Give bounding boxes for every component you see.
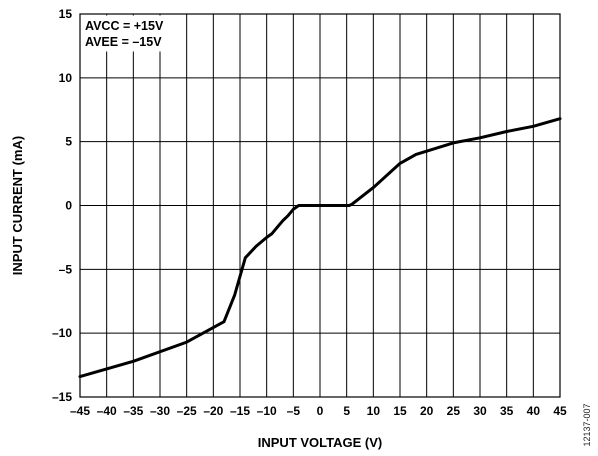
x-tick-label: –15 <box>230 404 250 418</box>
x-tick-label: 5 <box>343 404 350 418</box>
y-axis-label: INPUT CURRENT (mA) <box>10 136 25 275</box>
x-tick-labels: –45 –40 –35 –30 –25 –20 –15 –10 –5 0 5 10 15 20 25 30 35… <box>70 404 567 418</box>
plot-area-frame <box>79 13 561 398</box>
x-tick-label: –45 <box>70 404 90 418</box>
x-tick-label: 40 <box>527 404 541 418</box>
x-axis-label: INPUT VOLTAGE (V) <box>258 435 382 450</box>
x-tick-label: 0 <box>317 404 324 418</box>
x-tick-label: –25 <box>177 404 197 418</box>
series-line-input-current <box>78 117 562 379</box>
y-gridlines <box>80 13 560 398</box>
x-tick-label: 10 <box>367 404 381 418</box>
x-tick-label: –5 <box>287 404 301 418</box>
x-tick-label: 20 <box>420 404 434 418</box>
x-tick-label: 30 <box>473 404 487 418</box>
x-tick-label: –40 <box>97 404 117 418</box>
y-tick-label: –15 <box>52 390 72 404</box>
y-tick-label: 15 <box>59 7 73 21</box>
annotation-box: AVCC = +15V AVEE = –15V <box>81 15 182 52</box>
y-tick-label: 5 <box>65 135 72 149</box>
annotation-background <box>81 15 182 52</box>
x-tick-label: 45 <box>553 404 567 418</box>
annotation-avee: AVEE = –15V <box>85 35 162 49</box>
x-tick-label: –30 <box>150 404 170 418</box>
y-tick-label: 10 <box>59 71 73 85</box>
y-tick-labels: –15 –10 –5 0 5 10 15 <box>52 7 72 404</box>
y-tick-label: –10 <box>52 326 72 340</box>
x-tick-label: –10 <box>257 404 277 418</box>
x-tick-label: –20 <box>203 404 223 418</box>
x-tick-label: 25 <box>447 404 461 418</box>
figure-id: 12137-007 <box>582 403 592 446</box>
x-tick-label: 35 <box>500 404 514 418</box>
annotation-avcc: AVCC = +15V <box>85 19 164 33</box>
x-tick-label: 15 <box>393 404 407 418</box>
x-tick-label: –35 <box>123 404 143 418</box>
y-tick-label: 0 <box>65 199 72 213</box>
y-tick-label: –5 <box>59 262 73 276</box>
